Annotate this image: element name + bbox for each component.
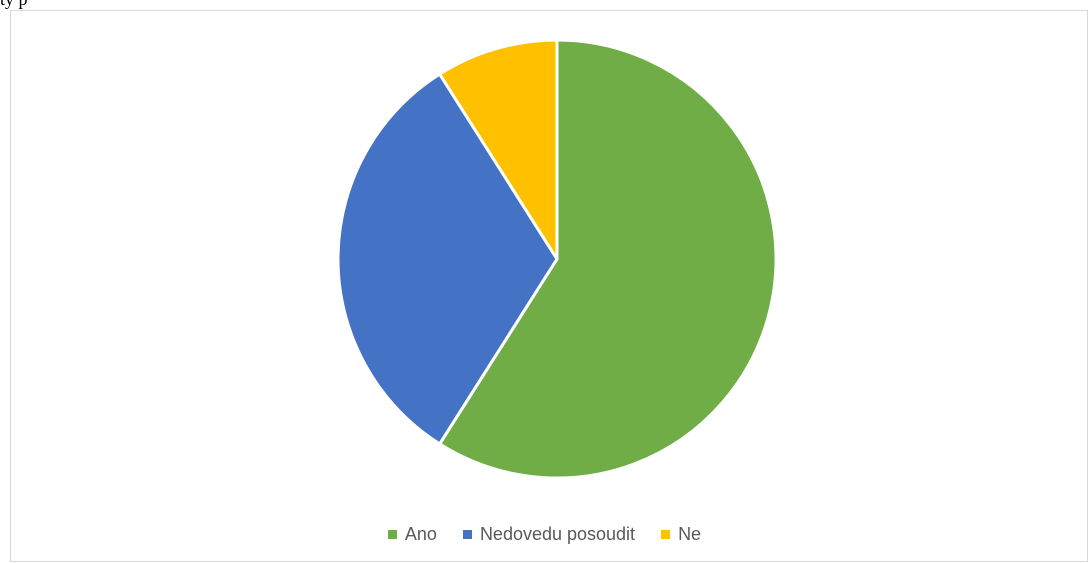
legend-item-ano: Ano: [387, 523, 437, 545]
legend-item-nedovedu-posoudit: Nedovedu posoudit: [462, 523, 636, 545]
pie-slice-ano: [438, 38, 778, 480]
page-text-fragment: ty p: [0, 0, 28, 9]
pie-slice-ne: [438, 38, 559, 261]
legend-label: Ano: [404, 523, 437, 544]
legend-label: Ne: [678, 523, 702, 544]
pie-slices: [336, 38, 778, 480]
chart-legend: Ano Nedovedu posoudit Ne: [0, 520, 1089, 548]
legend-label: Nedovedu posoudit: [479, 523, 636, 544]
legend-swatch: [387, 529, 397, 539]
pie-slice-nedovedu-posoudit: [336, 72, 559, 446]
legend-item-ne: Ne: [661, 524, 701, 545]
legend-swatch: [462, 529, 472, 539]
legend-swatch: [661, 529, 671, 539]
